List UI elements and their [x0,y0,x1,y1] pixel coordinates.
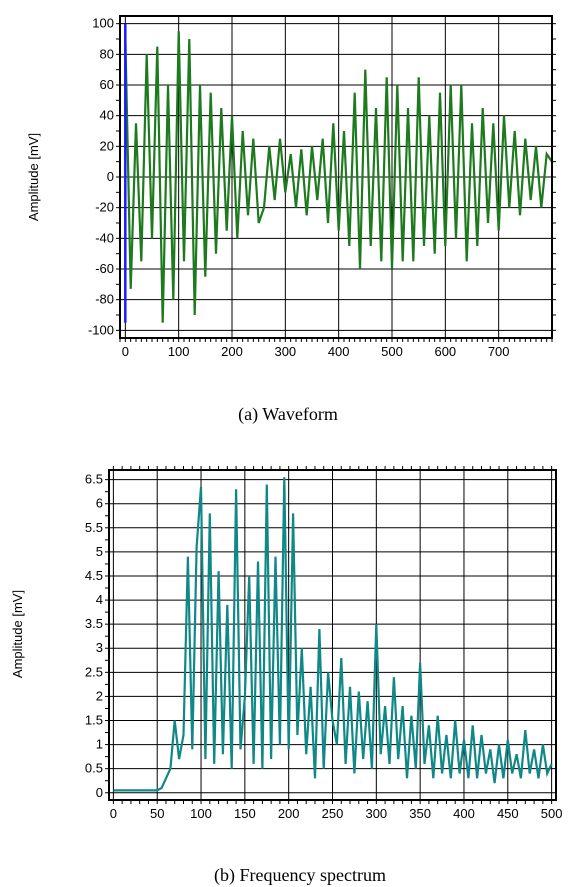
y-tick-label-9: 4.5 [85,568,103,583]
y-tick-label-1: 0.5 [85,761,103,776]
y-tick-label-1: -80 [95,292,114,307]
x-tick-label-7: 350 [409,806,431,821]
y-tick-label-10: 5 [96,544,103,559]
x-tick-label-2: 100 [190,806,212,821]
y-tick-label-2: -60 [95,261,114,276]
series-line-0 [113,477,553,792]
y-tick-label-11: 5.5 [85,520,103,535]
caption-a: (a) Waveform [238,404,338,425]
y-tick-label-10: 100 [92,16,114,31]
y-tick-label-0: -100 [88,322,114,337]
x-tick-label-10: 500 [541,806,563,821]
y-tick-label-13: 6.5 [85,472,103,487]
x-tick-label-9: 450 [497,806,519,821]
x-tick-label-2: 200 [221,344,243,359]
x-tick-label-5: 250 [322,806,344,821]
spectrum-chart: 0 50 100 150 200 250 300 350 400 450 500 0 0.5 1 1.5 2 2… [10,466,562,821]
y-tick-label-8: 4 [96,592,103,607]
plot-frame [119,15,553,339]
y-tick-label-5: 0 [107,169,114,184]
y-tick-label-4: 2 [96,688,103,703]
y-tick-label-0: 0 [96,785,103,800]
x-tick-label-1: 100 [168,344,190,359]
caption-b: (b) Frequency spectrum [214,865,386,886]
x-tick-label-3: 300 [274,344,296,359]
x-tick-label-4: 200 [278,806,300,821]
y-tick-label-8: 60 [100,77,114,92]
y-axis-label: Amplitude [mV] [10,590,25,678]
series-line-0 [124,31,552,323]
y-tick-label-2: 1 [96,737,103,752]
x-tick-label-0: 0 [110,806,117,821]
x-tick-label-4: 400 [328,344,350,359]
y-tick-label-6: 3 [96,640,103,655]
y-tick-label-9: 80 [100,46,114,61]
y-tick-label-7: 3.5 [85,616,103,631]
y-tick-label-7: 40 [100,108,114,123]
plot-frame [108,469,557,801]
x-tick-label-5: 500 [381,344,403,359]
y-tick-label-3: -40 [95,230,114,245]
x-tick-label-7: 700 [488,344,510,359]
x-tick-label-6: 600 [434,344,456,359]
x-tick-label-6: 300 [365,806,387,821]
y-tick-label-12: 6 [96,496,103,511]
y-axis-label: Amplitude [mV] [26,133,41,221]
x-tick-label-8: 400 [453,806,475,821]
y-tick-label-3: 1.5 [85,713,103,728]
y-tick-label-4: -20 [95,200,114,215]
x-tick-label-3: 150 [234,806,256,821]
x-tick-label-0: 0 [122,344,129,359]
waveform-chart: 0 100 200 300 400 500 600 700 -100 -80 -60 -40 -20 0 2… [26,15,556,359]
y-tick-label-5: 2.5 [85,664,103,679]
x-tick-label-1: 50 [150,806,164,821]
y-tick-label-6: 20 [100,138,114,153]
